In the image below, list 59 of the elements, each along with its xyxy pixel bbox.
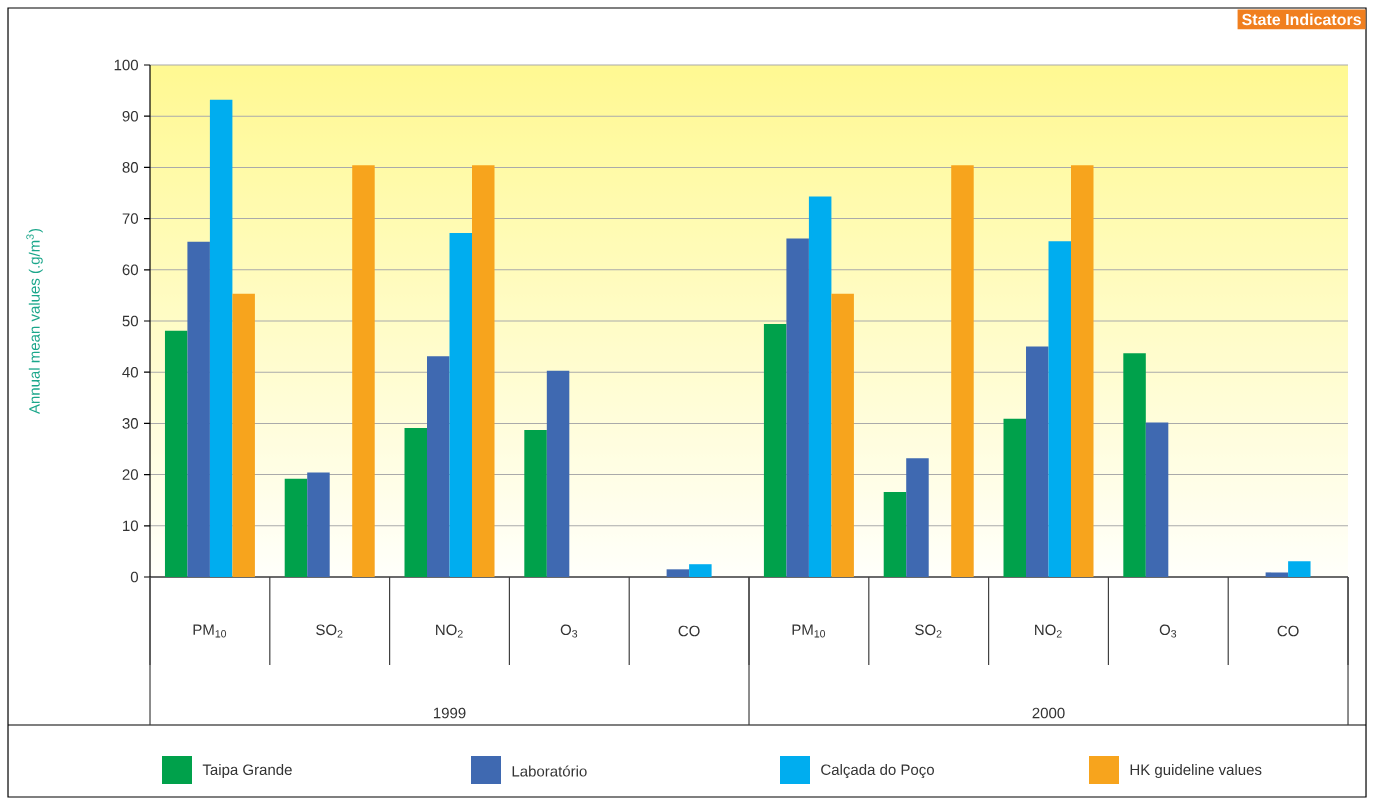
bar [951,165,974,578]
bar [689,564,712,578]
bar [1288,561,1311,578]
x-tick-label: NO$_{2}$ [1035,624,1062,638]
text: 2000 [1032,707,1065,719]
bar [831,293,854,578]
x-tick-label: PM$_{10}$ [792,624,826,638]
y-tick-label: 30 [122,418,139,429]
y-tick-label: 80 [122,162,139,173]
x-tick-label: PM$_{10}$ [193,624,227,638]
bar [1145,422,1169,578]
bar [906,458,929,578]
y-tick-label: 50 [122,315,139,327]
y-tick-label: 90 [122,110,139,122]
y-axis-title: Annual mean values (.g/m$^{3}$) [26,228,43,415]
y-tick-label: 10 [123,520,139,532]
legend-label: Taipa Grande [202,764,292,778]
bar [1003,418,1027,578]
bar [666,569,690,578]
legend-label: Laboratório [512,765,587,777]
x-tick-label: SO$_{2}$ [915,624,942,638]
bar [352,165,375,578]
x-tick-label: CO [1277,625,1299,637]
x-tick-label: NO$_{2}$ [436,624,463,638]
y-tick-label: 40 [122,366,139,378]
bar [187,241,210,578]
legend-label: Calçada do Poço [821,764,934,779]
bar [786,238,809,578]
bar [763,324,787,578]
bar [808,196,832,578]
bar [404,428,428,578]
bar [284,478,308,578]
x-tick-label: O$_{3}$ [560,624,578,638]
y-tick-label: 60 [122,264,139,276]
x-tick-label: SO$_{2}$ [316,624,343,638]
bar [524,430,547,578]
bar [1123,353,1146,578]
bar [1048,241,1072,578]
y-tick-label: 100 [114,59,139,71]
bar [1265,572,1289,578]
chart-title: State Indicators [1242,13,1361,26]
legend-label: HK guideline values [1130,764,1262,778]
x-tick-label: O$_{3}$ [1159,624,1177,638]
bar [1071,165,1094,578]
bar [883,492,907,578]
bar [427,356,450,578]
bar [449,232,473,578]
bar [546,370,570,578]
y-tick-label: 20 [122,469,139,480]
bar [164,330,188,578]
bar [209,99,233,578]
bar [1026,346,1049,578]
y-tick-label: 70 [122,213,139,224]
bar [472,165,495,578]
x-tick-label: CO [678,625,700,637]
bar [307,472,330,578]
bar [232,293,255,578]
text: 1999 [433,707,466,719]
y-tick-label: 0 [130,571,139,583]
